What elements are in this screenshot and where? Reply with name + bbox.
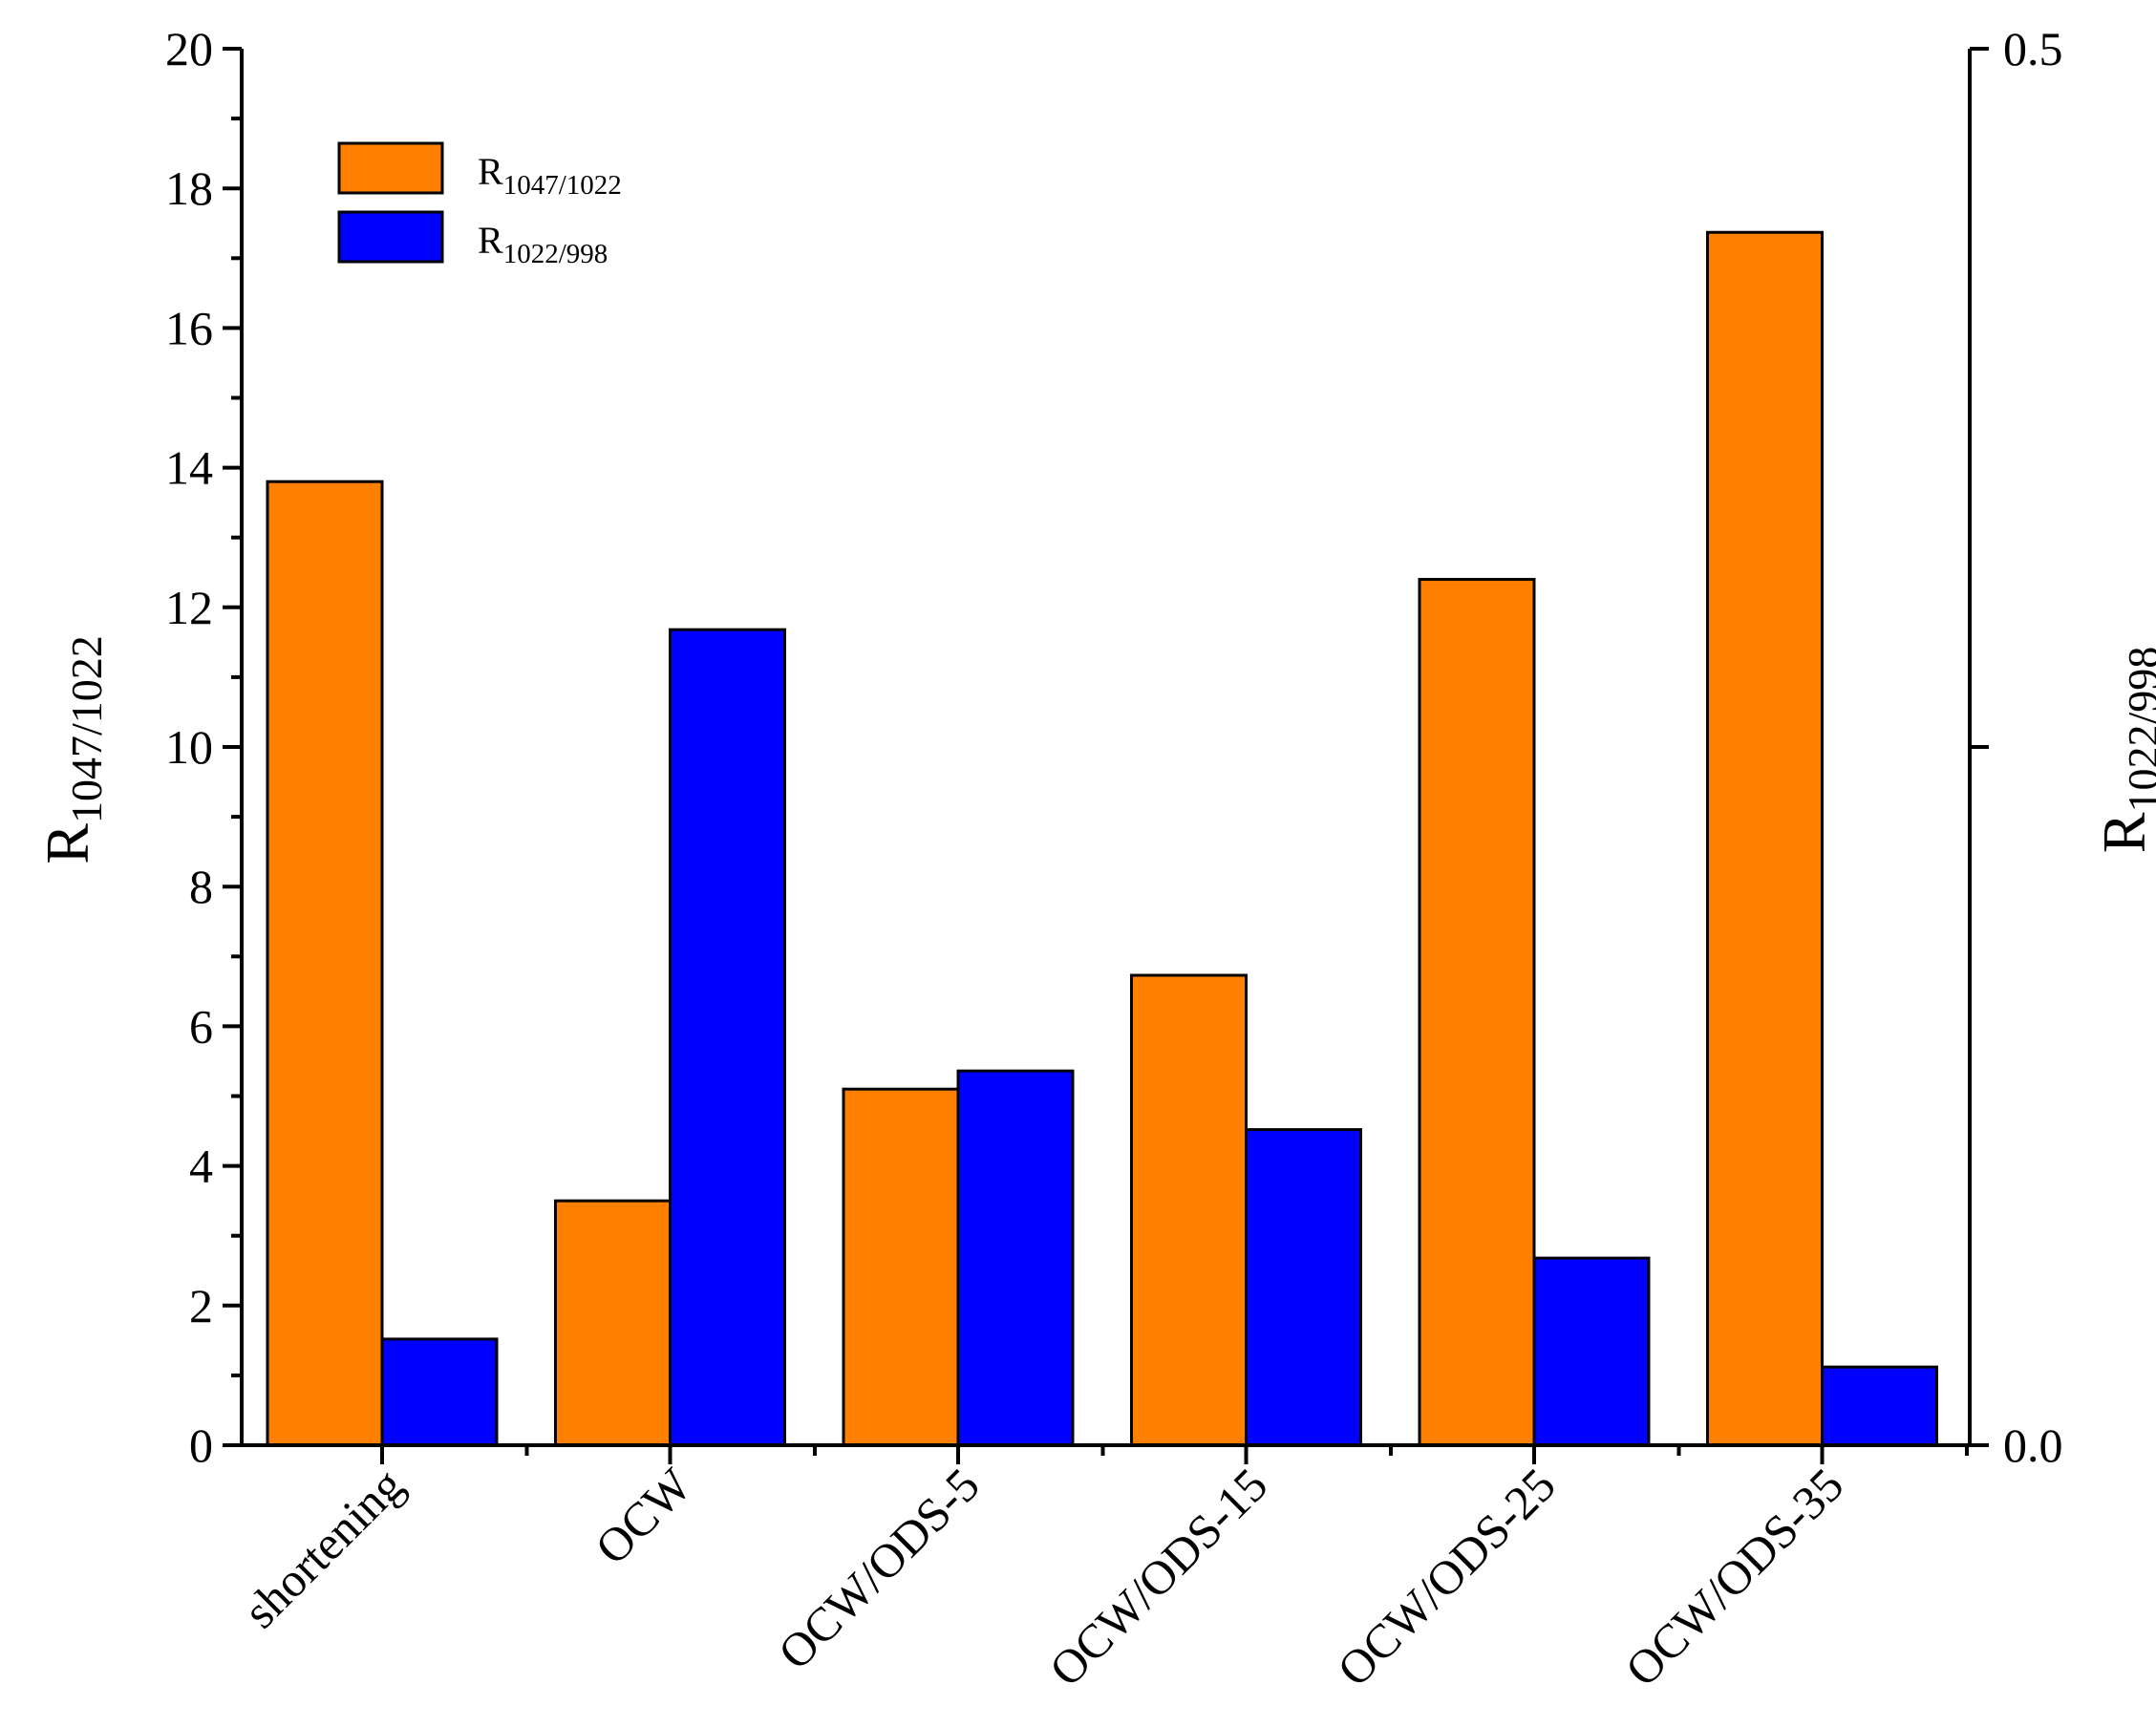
right-axis-title: R1022/998 <box>2090 647 2156 853</box>
legend-swatch-1 <box>337 210 444 264</box>
left-tick-label: 18 <box>165 161 213 215</box>
bar-r1022-998-5 <box>1821 1365 1938 1447</box>
left-tick-label: 2 <box>189 1279 213 1333</box>
bar-r1047-1022-5 <box>1706 230 1824 1447</box>
right-tick-label: 0.5 <box>2003 22 2063 75</box>
left-axis-title: R1047/1022 <box>33 635 111 864</box>
bar-r1047-1022-4 <box>1418 578 1536 1447</box>
axes-layer <box>223 47 1989 1464</box>
bar-r1022-998-3 <box>1245 1128 1362 1447</box>
left-tick-label: 12 <box>165 581 213 634</box>
legend-label-0: R1047/1022 <box>478 150 622 201</box>
left-tick-label: 0 <box>189 1418 213 1472</box>
x-tick-label: OCW/ODS-5 <box>768 1458 990 1679</box>
left-tick-label: 8 <box>189 860 213 913</box>
bar-r1047-1022-2 <box>842 1087 960 1447</box>
x-tick-label: shortening <box>233 1458 414 1638</box>
bar-r1047-1022-0 <box>266 480 384 1447</box>
bar-r1022-998-2 <box>956 1069 1075 1447</box>
bar-r1022-998-1 <box>669 628 786 1447</box>
x-tick-label: OCW/ODS-15 <box>1039 1458 1278 1696</box>
bar-r1047-1022-3 <box>1130 973 1248 1447</box>
left-tick-label: 10 <box>165 720 213 774</box>
bar-r1047-1022-1 <box>554 1199 672 1447</box>
bars-layer <box>266 230 1938 1447</box>
left-tick-label: 20 <box>165 22 213 75</box>
legend-swatch-0 <box>337 141 444 195</box>
legend-label-1: R1022/998 <box>478 219 608 269</box>
x-tick-label: OCW <box>585 1458 702 1575</box>
bar-r1022-998-0 <box>380 1337 499 1447</box>
x-tick-label: OCW/ODS-25 <box>1327 1458 1566 1696</box>
right-tick-label: 0.0 <box>2003 1418 2063 1472</box>
left-tick-label: 4 <box>189 1140 213 1193</box>
left-tick-label: 6 <box>189 999 213 1053</box>
left-tick-label: 14 <box>165 441 213 495</box>
x-tick-label: OCW/ODS-35 <box>1615 1458 1854 1696</box>
bar-r1022-998-4 <box>1532 1256 1651 1447</box>
legend: R1047/1022 R1022/998 <box>337 141 622 269</box>
left-tick-label: 16 <box>165 301 213 354</box>
